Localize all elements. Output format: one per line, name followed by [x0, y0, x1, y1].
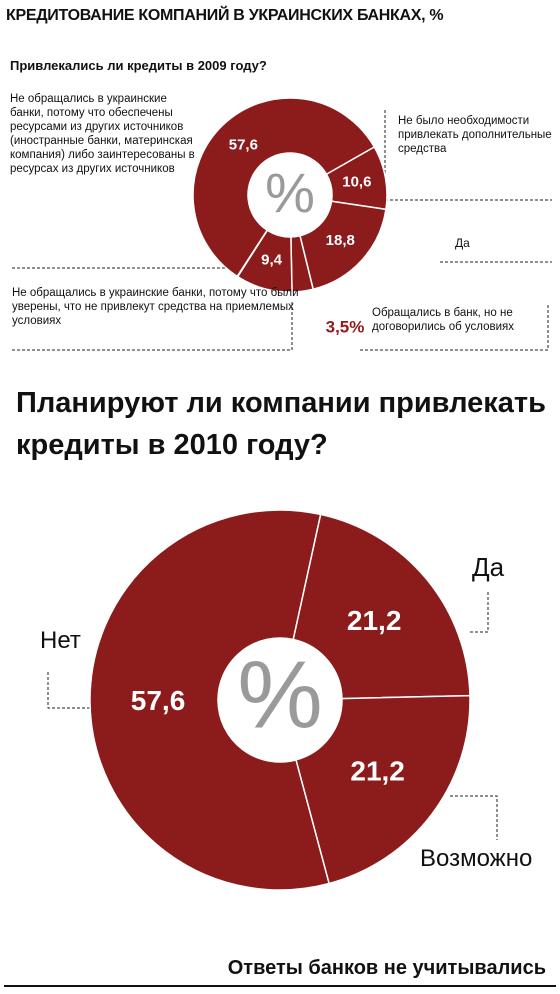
value-label: 10,6 — [342, 174, 371, 191]
value-label: 21,2 — [350, 756, 405, 787]
center-disc — [220, 640, 340, 760]
category-label: Не было необходимости привлекать дополни… — [398, 115, 552, 156]
category-label: Обращались в банк, но не договорились об… — [372, 307, 515, 334]
center-label: % — [265, 161, 315, 224]
slice — [236, 229, 293, 293]
center-label: % — [237, 641, 322, 748]
leader-line — [12, 300, 293, 351]
category-label: Нет — [40, 627, 81, 654]
value-label: 57,6 — [131, 685, 186, 716]
category-label: Не обращались в украинские банки, потому… — [12, 287, 299, 328]
slice — [192, 97, 376, 278]
value-label: 18,8 — [326, 232, 355, 249]
value-label: 21,2 — [347, 605, 402, 636]
slice — [89, 509, 331, 891]
chart-title: Привлекались ли кредиты в 2009 году? — [10, 58, 267, 73]
value-label: 57,6 — [229, 136, 258, 153]
value-label: 3,5% — [326, 317, 365, 336]
page-title: КРЕДИТОВАНИЕ КОМПАНИЙ В УКРАИНСКИХ БАНКА… — [6, 7, 444, 24]
footnote: Ответы банков не учитывались — [227, 957, 546, 979]
value-label: 9,4 — [261, 251, 283, 268]
chart-title: Планируют ли компании привлекать кредиты… — [16, 387, 546, 462]
category-label: Да — [455, 236, 470, 250]
slice — [295, 694, 471, 885]
leader-line — [450, 795, 498, 840]
leader-line — [47, 672, 90, 709]
center-disc — [250, 155, 330, 235]
category-label: Возможно — [420, 845, 533, 872]
leader-line — [468, 592, 489, 633]
leader-line — [360, 305, 549, 351]
category-label: Да — [472, 552, 505, 582]
slice — [292, 513, 471, 700]
category-label: Не обращались в украинские банки, потому… — [10, 93, 195, 176]
